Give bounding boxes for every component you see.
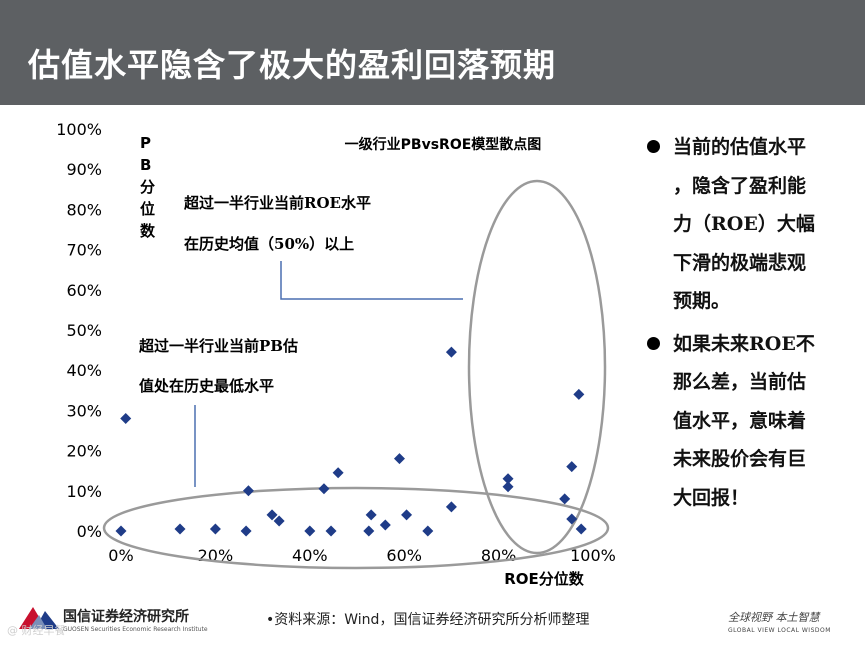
bullet-2-line-1: 如果未来ROE不: [673, 332, 815, 355]
scatter-point: [393, 453, 405, 465]
x-tick-label: 0%: [108, 546, 133, 565]
scatter-point: [559, 493, 571, 505]
chart-title: 一级行业PBvsROE模型散点图: [345, 136, 542, 153]
scatter-point: [273, 515, 285, 527]
bullet-list: 当前的估值水平 ，隐含了盈利能 力（ROE）大幅 下滑的极端悲观 预期。 如果未…: [643, 128, 858, 521]
annotation-roe-line-2: 在历史均值（50%）以上: [184, 235, 354, 253]
scatter-point: [502, 473, 514, 485]
annotation-roe-pointer: [280, 261, 463, 300]
bullet-1-line-4: 下滑的极端悲观: [673, 251, 807, 274]
scatter-point: [325, 525, 337, 537]
data-source-note: •资料来源：Wind，国信证券经济研究所分析师整理: [266, 612, 590, 628]
y-tick-label: 60%: [66, 281, 102, 300]
company-name: 国信证券经济研究所: [63, 609, 189, 625]
x-tick-label: 40%: [292, 546, 328, 565]
bullet-2-line-3: 值水平，意味着: [673, 409, 807, 432]
annotation-roe-line-1: 超过一半行业当前ROE水平: [183, 194, 371, 212]
scatter-point: [422, 525, 434, 537]
bullet-item-1: 当前的估值水平 ，隐含了盈利能 力（ROE）大幅 下滑的极端悲观 预期。: [643, 128, 858, 321]
scatter-point: [332, 467, 344, 479]
y-tick-label: 30%: [66, 401, 102, 420]
y-tick-label: 10%: [66, 482, 102, 501]
y-tick-label: 50%: [66, 321, 102, 340]
scatter-point: [573, 388, 585, 400]
scatter-point: [365, 509, 377, 521]
y-tick-label: 70%: [66, 241, 102, 260]
x-tick-label: 100%: [570, 546, 616, 565]
bullet-2-line-2: 那么差，当前估: [673, 371, 807, 393]
scatter-point: [445, 346, 457, 358]
scatter-point: [120, 412, 132, 424]
bullet-1-line-5: 预期。: [673, 290, 731, 312]
annotation-pb-line-1: 超过一半行业当前PB估: [138, 337, 298, 355]
watermark: @ 财经早餐: [7, 624, 66, 637]
slogan-en: GLOBAL VIEW LOCAL WISDOM: [728, 627, 831, 634]
y-tick-label: 20%: [66, 442, 102, 461]
bullet-item-2: 如果未来ROE不 那么差，当前估 值水平，意味着 未来股价会有巨 大回报！: [643, 325, 858, 518]
scatter-point: [115, 525, 127, 537]
scatter-point: [266, 509, 278, 521]
annotation-pb-line-2: 值处在历史最低水平: [139, 377, 274, 395]
y-tick-label: 100%: [56, 120, 102, 139]
slide-title: 估值水平隐含了极大的盈利回落预期: [28, 46, 557, 84]
bullet-2-line-4: 未来股价会有巨: [673, 448, 807, 470]
bullet-1-line-3: 力（ROE）大幅: [673, 213, 815, 235]
scatter-point: [174, 523, 186, 535]
header-bar: 估值水平隐含了极大的盈利回落预期: [0, 0, 865, 105]
slogan: 全球视野 本土智慧 GLOBAL VIEW LOCAL WISDOM: [728, 609, 848, 634]
bullet-2-line-5: 大回报！: [673, 486, 750, 509]
y-tick-label: 90%: [66, 160, 102, 179]
bullet-1-line-2: ，隐含了盈利能: [673, 174, 807, 197]
scatter-point: [318, 483, 330, 495]
y-tick-label: 80%: [66, 200, 102, 219]
scatter-point: [502, 481, 514, 493]
guosen-logo-icon: [19, 607, 59, 629]
y-axis-label: P B 分位数: [140, 134, 156, 240]
x-axis-label: ROE分位数: [504, 570, 585, 588]
highlight-oval-low-pb: [102, 486, 610, 570]
scatter-chart: 0%10%20%30%40%50%60%70%80%90%100% 0% 20% 4…: [56, 120, 616, 588]
scatter-point: [242, 485, 254, 497]
scatter-point: [304, 525, 316, 537]
highlight-oval-high-roe: [467, 179, 607, 555]
y-tick-label: 40%: [66, 361, 102, 380]
scatter-point: [445, 501, 457, 513]
scatter-point: [566, 513, 578, 525]
slogan-cn: 全球视野 本土智慧: [728, 611, 820, 624]
bullet-dot-icon: [647, 336, 660, 350]
scatter-point: [401, 509, 413, 521]
bullet-1-line-1: 当前的估值水平: [673, 136, 807, 158]
company-name-en: GUOSEN Securities Economic Research Inst…: [63, 626, 208, 633]
scatter-point: [379, 519, 391, 531]
bullet-dot-icon: [647, 140, 660, 153]
company-logo: 国信证券经济研究所 GUOSEN Securities Economic Res…: [5, 598, 215, 643]
y-tick-label: 0%: [77, 522, 102, 541]
x-tick-label: 60%: [386, 546, 422, 565]
scatter-point: [240, 525, 252, 537]
scatter-point: [363, 525, 375, 537]
scatter-point: [566, 461, 578, 473]
scatter-point: [575, 523, 587, 535]
scatter-point: [209, 523, 221, 535]
